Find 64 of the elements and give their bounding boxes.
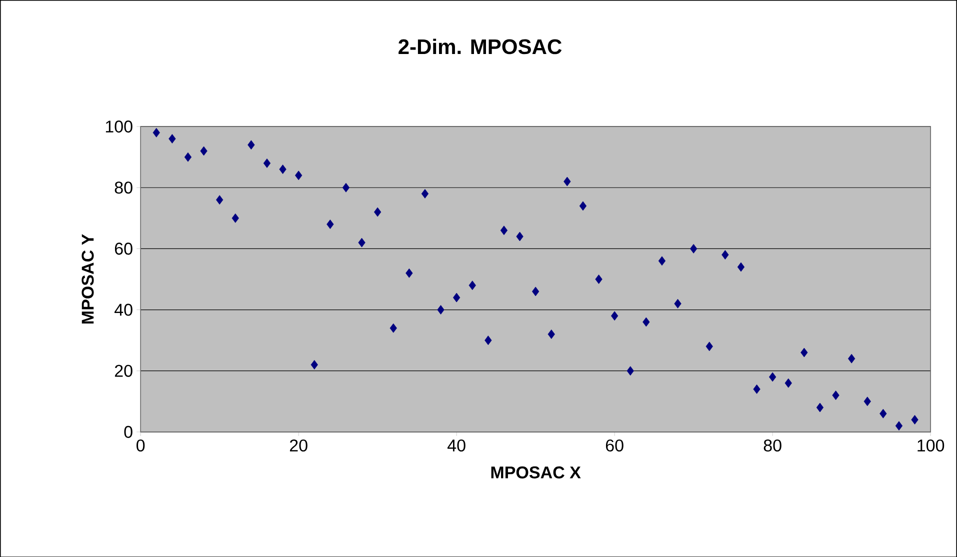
point	[579, 201, 587, 210]
y-tick-label: 80	[114, 181, 132, 194]
point	[848, 354, 856, 364]
point	[468, 280, 476, 290]
point	[516, 232, 524, 241]
x-axis-title: MPOSAC X	[491, 466, 581, 478]
x-tick-label: 0	[136, 439, 145, 452]
point	[216, 194, 224, 204]
point	[642, 317, 650, 326]
point	[610, 310, 618, 320]
x-tick-label: 60	[606, 439, 624, 452]
y-tick-label: 60	[114, 242, 132, 254]
point	[342, 182, 350, 192]
y-axis-title: MPOSAC Y	[82, 234, 94, 324]
point	[421, 188, 429, 198]
chart-title: 2-Dim. MPOSAC	[398, 38, 562, 54]
point	[152, 128, 160, 138]
point	[295, 170, 302, 180]
point	[263, 158, 271, 168]
point	[832, 390, 840, 400]
point	[658, 256, 666, 266]
x-tick-label: 80	[764, 439, 782, 452]
x-tick-label: 100	[918, 439, 944, 452]
point	[310, 360, 318, 370]
point	[532, 286, 540, 296]
point	[279, 164, 286, 174]
point	[626, 366, 634, 376]
point	[248, 140, 255, 150]
point	[690, 244, 698, 254]
x-tick-label: 20	[290, 439, 308, 452]
point	[800, 348, 808, 357]
point	[674, 298, 682, 308]
point	[753, 384, 760, 394]
point	[184, 152, 192, 162]
point	[564, 176, 571, 186]
point	[784, 378, 792, 388]
y-tick-label: 100	[106, 120, 132, 132]
x-tick-label: 40	[448, 439, 466, 452]
point	[911, 414, 918, 424]
point	[548, 329, 555, 339]
point	[706, 341, 713, 351]
point	[326, 219, 334, 229]
point	[200, 146, 208, 156]
point	[880, 408, 887, 418]
point	[595, 274, 602, 284]
point	[737, 262, 745, 272]
point	[374, 207, 382, 217]
point	[358, 238, 366, 248]
point	[722, 250, 729, 260]
point	[406, 268, 413, 278]
y-tick-label: 20	[114, 364, 132, 377]
point	[168, 134, 176, 144]
point	[390, 323, 397, 333]
point	[232, 213, 239, 223]
point	[768, 372, 776, 382]
point	[453, 292, 460, 302]
y-tick-label: 40	[114, 304, 132, 316]
point	[816, 402, 824, 412]
point	[895, 420, 903, 430]
point	[864, 396, 871, 406]
y-tick-label: 0	[124, 426, 132, 438]
point	[437, 304, 444, 314]
point	[500, 225, 508, 235]
point	[484, 335, 492, 345]
